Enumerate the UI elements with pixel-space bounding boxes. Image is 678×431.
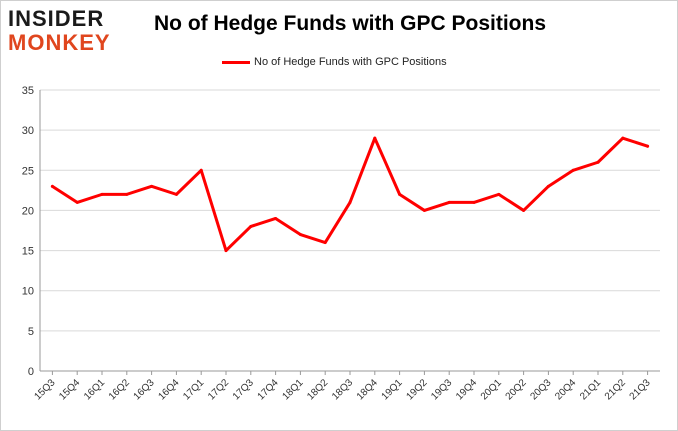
y-tick-label: 20	[22, 205, 34, 217]
data-point	[150, 184, 154, 188]
data-point	[571, 168, 575, 172]
x-tick-label: 20Q1	[479, 377, 504, 402]
data-point	[125, 192, 129, 196]
logo-line-2: MONKEY	[8, 30, 111, 55]
data-point	[422, 208, 426, 212]
y-tick-label: 5	[28, 326, 34, 338]
y-tick-label: 10	[22, 286, 34, 298]
x-tick-label: 18Q3	[330, 377, 355, 402]
data-point	[373, 136, 377, 140]
series-line	[50, 136, 650, 253]
x-tick-label: 19Q4	[454, 377, 479, 402]
data-point	[348, 200, 352, 204]
x-tick-label: 19Q2	[404, 377, 429, 402]
x-tick-label: 16Q2	[107, 377, 132, 402]
y-tick-label: 25	[22, 165, 34, 177]
y-tick-label: 30	[22, 125, 34, 137]
logo-line-1: INSIDER	[8, 6, 105, 31]
x-tick-label: 15Q4	[57, 377, 82, 402]
x-tick-label: 18Q4	[355, 377, 380, 402]
x-tick-label: 20Q2	[504, 377, 529, 402]
x-tick-label: 19Q1	[380, 377, 405, 402]
data-point	[274, 216, 278, 220]
data-point	[249, 224, 253, 228]
legend-swatch	[222, 60, 250, 64]
x-tick-label: 17Q3	[231, 377, 256, 402]
x-tick-label: 21Q1	[578, 377, 603, 402]
data-point	[224, 249, 228, 253]
insider-monkey-logo: INSIDER MONKEY	[8, 6, 128, 56]
x-tick-label: 16Q3	[132, 377, 157, 402]
data-point	[50, 184, 54, 188]
data-point	[447, 200, 451, 204]
x-tick-label: 19Q3	[429, 377, 454, 402]
x-tick-label: 17Q1	[181, 377, 206, 402]
x-tick-label: 21Q3	[628, 377, 653, 402]
data-point	[522, 208, 526, 212]
chart-title: No of Hedge Funds with GPC Positions	[154, 12, 546, 35]
x-tick-label: 17Q4	[256, 377, 281, 402]
data-point	[596, 160, 600, 164]
x-tick-label: 18Q2	[305, 377, 330, 402]
x-tick-label: 16Q4	[156, 377, 181, 402]
data-point	[497, 192, 501, 196]
data-point	[472, 200, 476, 204]
x-tick-label: 20Q4	[553, 377, 578, 402]
x-tick-label: 15Q3	[32, 377, 57, 402]
data-point	[546, 184, 550, 188]
data-point	[174, 192, 178, 196]
data-point	[75, 200, 79, 204]
data-point	[100, 192, 104, 196]
data-point	[298, 233, 302, 237]
x-tick-label: 20Q3	[528, 377, 553, 402]
y-tick-label: 35	[22, 85, 34, 97]
x-tick-label: 16Q1	[82, 377, 107, 402]
data-point	[398, 192, 402, 196]
legend-label: No of Hedge Funds with GPC Positions	[254, 56, 447, 68]
data-point	[621, 136, 625, 140]
y-tick-label: 0	[28, 366, 34, 378]
y-tick-label: 15	[22, 246, 34, 258]
chart-legend: No of Hedge Funds with GPC Positions	[222, 55, 447, 69]
data-point	[646, 144, 650, 148]
x-tick-label: 17Q2	[206, 377, 231, 402]
data-point	[323, 241, 327, 245]
x-tick-label: 18Q1	[280, 377, 305, 402]
data-point	[199, 168, 203, 172]
x-tick-label: 21Q2	[603, 377, 628, 402]
